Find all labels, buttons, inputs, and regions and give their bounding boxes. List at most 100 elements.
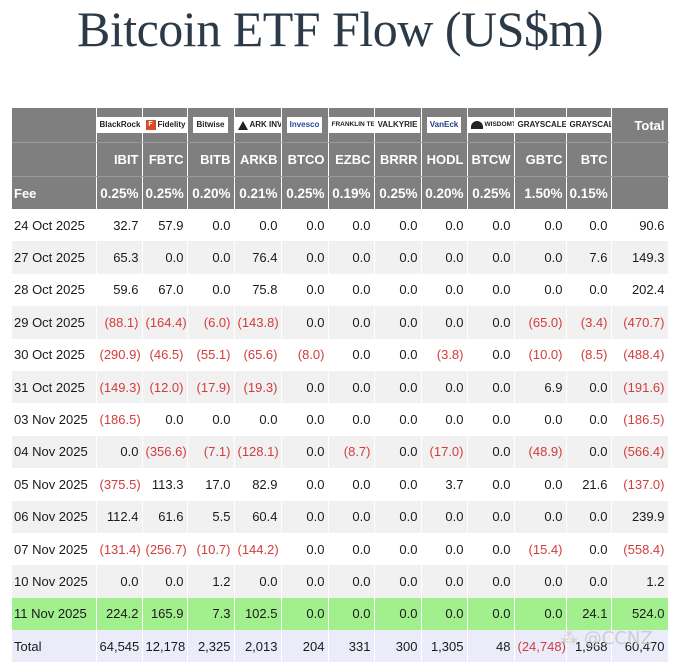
row-total-cell: (186.5) xyxy=(611,403,669,436)
wisdomtree-tree-icon xyxy=(470,120,483,129)
issuer-logo-cell: FRANKLIN TEMPLETON xyxy=(328,108,375,143)
flow-value-cell: 67.0 xyxy=(142,273,188,307)
flow-value-cell: 0.0 xyxy=(281,565,329,598)
flow-value-cell: (356.6) xyxy=(142,435,188,469)
flow-value-cell: (186.5) xyxy=(96,403,143,436)
row-total-cell: (566.4) xyxy=(611,435,669,469)
date-cell: 24 Oct 2025 xyxy=(12,209,97,242)
flow-value-cell: (8.5) xyxy=(566,338,612,371)
flow-value-cell: (3.8) xyxy=(421,338,468,371)
issuer-logo-cell: GRAYSCALE xyxy=(514,108,567,143)
fee-cell: 0.25% xyxy=(281,176,329,209)
flow-value-cell: (144.2) xyxy=(234,532,282,566)
flow-value-cell: (164.4) xyxy=(142,306,188,339)
flow-value-cell: 0.0 xyxy=(328,338,375,371)
flow-value-cell: 0.0 xyxy=(514,241,567,274)
wisdomtree-logo: WISDOMTREE xyxy=(467,117,513,134)
flow-value-cell: 76.4 xyxy=(234,241,282,274)
table-row: 31 Oct 2025 (149.3) (12.0) (17.9) (19.3) 0.0 0… xyxy=(12,370,669,404)
flow-value-cell: 0.0 xyxy=(421,209,468,242)
flow-value-cell: 0.0 xyxy=(281,370,329,404)
ticker-header-cell: GBTC xyxy=(514,142,567,177)
total-row-label: Total xyxy=(12,630,97,663)
flow-value-cell: 61.6 xyxy=(142,500,188,533)
flow-value-cell: (128.1) xyxy=(234,435,282,469)
flow-value-cell: 0.0 xyxy=(281,306,329,339)
flow-value-cell: 0.0 xyxy=(374,597,422,631)
flow-value-cell: 24.1 xyxy=(566,597,612,631)
table-row: 06 Nov 2025 112.4 61.6 5.5 60.4 0.0 0.0 0.0 0.0 0… xyxy=(12,500,669,533)
flow-value-cell: 0.0 xyxy=(374,532,422,566)
flow-value-cell: 0.0 xyxy=(467,597,515,631)
table-row: 29 Oct 2025 (88.1) (164.4) (6.0) (143.8) 0.0 0… xyxy=(12,306,669,339)
flow-value-cell: 0.0 xyxy=(514,273,567,307)
flow-value-cell: 0.0 xyxy=(281,241,329,274)
flow-value-cell: 0.0 xyxy=(328,468,375,501)
flow-value-cell: 75.8 xyxy=(234,273,282,307)
cumulative-total-cell: (24,748) xyxy=(514,630,567,663)
flow-value-cell: (48.9) xyxy=(514,435,567,469)
flow-value-cell: 0.0 xyxy=(566,532,612,566)
fee-cell: 0.20% xyxy=(421,176,468,209)
date-cell: 10 Nov 2025 xyxy=(12,565,97,598)
flow-value-cell: (46.5) xyxy=(142,338,188,371)
ticker-header-cell: BRRR xyxy=(374,142,422,177)
flow-value-cell: 0.0 xyxy=(514,500,567,533)
table-row: 03 Nov 2025 (186.5) 0.0 0.0 0.0 0.0 0.0 0.0 0.0 0… xyxy=(12,403,669,436)
row-total-cell: (558.4) xyxy=(611,532,669,566)
flow-value-cell: 0.0 xyxy=(374,273,422,307)
flow-value-cell: (143.8) xyxy=(234,306,282,339)
issuer-logo-text: ARK INVEST xyxy=(249,120,281,130)
flow-value-cell: 0.0 xyxy=(467,565,515,598)
flow-value-cell: 7.3 xyxy=(187,597,235,631)
cumulative-total-cell: 64,545 xyxy=(96,630,143,663)
date-cell: 27 Oct 2025 xyxy=(12,241,97,274)
grand-total-row: Total 64,545 12,178 2,325 2,013 204 331 300 1,30… xyxy=(12,630,669,663)
flow-value-cell: (131.4) xyxy=(96,532,143,566)
grand-total-cell: 60,470 xyxy=(611,630,669,663)
table-row: 04 Nov 2025 0.0 (356.6) (7.1) (128.1) 0.0 (8.7… xyxy=(12,435,669,469)
flow-value-cell: 0.0 xyxy=(96,435,143,469)
flow-value-cell: 0.0 xyxy=(281,403,329,436)
flow-value-cell: 0.0 xyxy=(514,565,567,598)
flow-value-cell: 0.0 xyxy=(374,370,422,404)
ticker-header-cell: EZBC xyxy=(328,142,375,177)
ticker-header-cell: BITB xyxy=(187,142,235,177)
flow-value-cell: 32.7 xyxy=(96,209,143,242)
flow-value-cell: 0.0 xyxy=(467,370,515,404)
valkyrie-logo: VALKYRIE xyxy=(374,117,420,134)
flow-value-cell: (19.3) xyxy=(234,370,282,404)
flow-value-cell: (17.9) xyxy=(187,370,235,404)
blackrock-logo: BlackRock xyxy=(96,117,141,134)
flow-value-cell: (65.0) xyxy=(514,306,567,339)
flow-value-cell: 0.0 xyxy=(566,500,612,533)
flow-value-cell: 65.3 xyxy=(96,241,143,274)
flow-value-cell: 0.0 xyxy=(374,500,422,533)
flow-value-cell: (8.0) xyxy=(281,338,329,371)
flow-value-cell: 0.0 xyxy=(421,306,468,339)
date-cell: 31 Oct 2025 xyxy=(12,370,97,404)
issuer-logo-text: Fidelity xyxy=(157,120,186,130)
flow-value-cell: 0.0 xyxy=(328,273,375,307)
flow-value-cell: 0.0 xyxy=(374,403,422,436)
flow-value-cell: 0.0 xyxy=(566,403,612,436)
vaneck-logo: VanEck xyxy=(426,117,462,134)
cumulative-total-cell: 331 xyxy=(328,630,375,663)
flow-value-cell: 0.0 xyxy=(234,209,282,242)
row-total-cell: 1.2 xyxy=(611,565,669,598)
flow-value-cell: 0.0 xyxy=(374,565,422,598)
flow-value-cell: 0.0 xyxy=(467,338,515,371)
header-blank-cell xyxy=(611,142,669,177)
issuer-logo-cell: ARK INVEST xyxy=(234,108,282,143)
table-row: 07 Nov 2025 (131.4) (256.7) (10.7) (144.2) 0.… xyxy=(12,532,669,566)
flow-value-cell: 0.0 xyxy=(187,403,235,436)
flow-value-cell: 0.0 xyxy=(328,306,375,339)
flow-value-cell: 0.0 xyxy=(467,241,515,274)
flow-value-cell: 57.9 xyxy=(142,209,188,242)
flow-value-cell: 0.0 xyxy=(467,273,515,307)
fee-cell: 0.21% xyxy=(234,176,282,209)
flow-value-cell: (149.3) xyxy=(96,370,143,404)
flow-value-cell: 0.0 xyxy=(142,241,188,274)
table-row-highlighted: 11 Nov 2025 224.2 165.9 7.3 102.5 0.0 0.0 0.0 0.… xyxy=(12,597,669,631)
flow-value-cell: 21.6 xyxy=(566,468,612,501)
